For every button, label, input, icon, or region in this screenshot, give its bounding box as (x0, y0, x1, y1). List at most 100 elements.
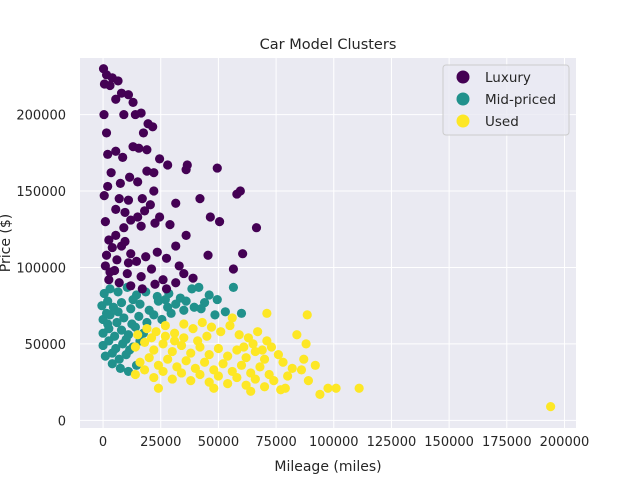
data-point (104, 275, 114, 285)
series-luxury (98, 64, 262, 294)
data-point (227, 313, 237, 323)
data-point (161, 284, 172, 294)
data-point (133, 330, 143, 340)
data-point (266, 342, 277, 352)
data-point (149, 186, 159, 196)
data-point (103, 296, 113, 306)
y-tick-label: 150000 (16, 185, 66, 200)
data-point (253, 327, 263, 337)
data-point (138, 128, 149, 138)
data-point (213, 343, 224, 354)
data-point (174, 261, 184, 271)
data-point (354, 383, 364, 393)
y-tick-label: 0 (58, 414, 66, 429)
data-point (148, 122, 158, 132)
data-point (188, 324, 198, 334)
data-point (133, 212, 143, 222)
data-point (259, 354, 270, 364)
legend-label: Mid-priced (485, 92, 556, 108)
legend-marker (456, 114, 470, 128)
data-point (107, 359, 117, 369)
data-point (112, 255, 122, 265)
data-point (179, 319, 189, 329)
data-point (139, 337, 150, 347)
data-point (181, 230, 191, 240)
data-point (126, 249, 136, 259)
data-point (107, 348, 117, 358)
data-point (169, 328, 180, 338)
data-point (186, 376, 196, 386)
data-point (160, 294, 170, 305)
y-axis-ticks: 0 50000 100000 150000 200000 (16, 109, 66, 430)
data-point (171, 198, 181, 208)
data-point (195, 369, 205, 380)
data-point (126, 215, 136, 225)
data-point (139, 206, 150, 216)
data-point (199, 357, 210, 367)
data-point (111, 146, 121, 156)
data-point (149, 310, 159, 320)
data-point (105, 267, 115, 277)
data-point (115, 178, 125, 188)
data-point (303, 376, 313, 386)
data-point (144, 353, 154, 363)
data-point (212, 294, 222, 305)
data-point (103, 181, 113, 192)
data-point (121, 350, 131, 360)
data-point (153, 296, 164, 306)
data-point (246, 386, 256, 396)
data-point (153, 383, 164, 393)
data-point (187, 284, 197, 294)
data-point (179, 333, 189, 343)
data-point (111, 204, 121, 214)
data-point (134, 143, 144, 153)
data-point (101, 250, 112, 260)
data-point (145, 200, 155, 210)
data-point (195, 194, 205, 204)
data-point (125, 172, 135, 182)
data-point (179, 305, 189, 315)
data-point (220, 307, 230, 317)
data-point (105, 80, 115, 91)
data-point (292, 330, 302, 340)
data-point (107, 242, 117, 253)
data-point (167, 346, 177, 357)
data-point (160, 331, 170, 341)
data-point (323, 383, 333, 393)
data-point (232, 345, 242, 355)
x-axis-label: Mileage (miles) (274, 459, 381, 475)
data-point (204, 350, 214, 360)
x-tick-label: 125000 (367, 435, 417, 450)
data-point (149, 345, 159, 355)
data-point (123, 195, 134, 205)
x-tick-label: 75000 (255, 435, 296, 450)
data-point (120, 207, 130, 218)
data-point (141, 252, 151, 262)
data-point (136, 221, 146, 231)
data-point (212, 163, 222, 173)
x-tick-label: 100000 (309, 435, 359, 450)
data-points (97, 64, 556, 412)
data-point (223, 379, 233, 389)
data-point (223, 351, 233, 361)
data-point (181, 296, 191, 306)
data-point (167, 374, 177, 384)
data-point (236, 360, 247, 370)
data-point (315, 389, 325, 399)
data-point (273, 350, 283, 360)
data-point (123, 258, 134, 268)
data-point (171, 241, 181, 251)
data-point (203, 250, 213, 260)
legend-box (442, 64, 570, 136)
data-point (302, 310, 312, 320)
data-point (111, 94, 121, 104)
data-point (105, 284, 115, 294)
data-point (176, 340, 187, 351)
data-point (225, 320, 235, 331)
data-point (228, 282, 239, 292)
data-point (116, 325, 127, 335)
data-point (101, 308, 112, 318)
data-point (206, 322, 217, 332)
data-point (103, 319, 113, 329)
